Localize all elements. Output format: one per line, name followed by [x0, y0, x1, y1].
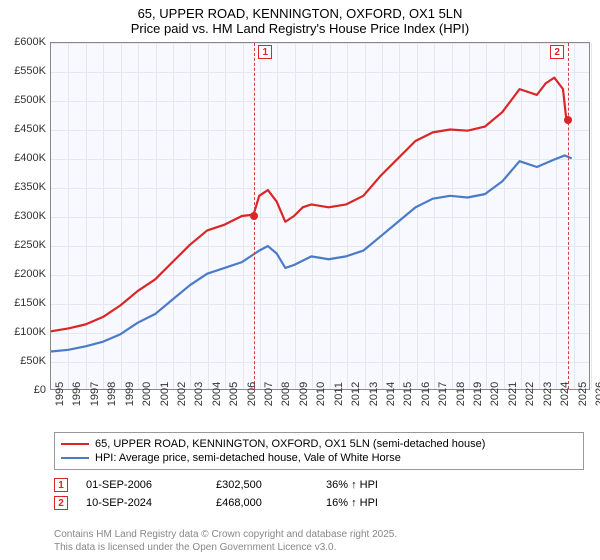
data-point-hpi: 16% ↑ HPI [326, 497, 426, 509]
x-tick-label: 2014 [385, 382, 397, 406]
y-tick-label: £150K [14, 297, 46, 309]
data-point-marker: 2 [54, 496, 68, 510]
y-tick-label: £600K [14, 36, 46, 48]
data-point-date: 01-SEP-2006 [86, 479, 216, 491]
attribution-line-2: This data is licensed under the Open Gov… [54, 541, 397, 554]
x-tick-label: 2023 [542, 382, 554, 406]
y-tick-label: £250K [14, 239, 46, 251]
guide-marker: 1 [258, 45, 272, 59]
series-line-hpi [51, 155, 572, 351]
data-point-marker: 1 [54, 478, 68, 492]
legend-row: 65, UPPER ROAD, KENNINGTON, OXFORD, OX1 … [61, 437, 577, 451]
guide-dot [250, 212, 258, 220]
legend-row: HPI: Average price, semi-detached house,… [61, 451, 577, 465]
x-tick-label: 1995 [54, 382, 66, 406]
x-tick-label: 2005 [228, 382, 240, 406]
x-tick-label: 2003 [193, 382, 205, 406]
y-tick-label: £0 [34, 384, 46, 396]
legend-box: 65, UPPER ROAD, KENNINGTON, OXFORD, OX1 … [54, 432, 584, 470]
x-tick-label: 2017 [437, 382, 449, 406]
y-tick-label: £300K [14, 210, 46, 222]
x-tick-label: 2001 [159, 382, 171, 406]
x-tick-label: 2024 [559, 382, 571, 406]
title-line-1: 65, UPPER ROAD, KENNINGTON, OXFORD, OX1 … [0, 6, 600, 21]
guide-line [568, 43, 569, 389]
data-point-row: 2 10-SEP-2024£468,00016% ↑ HPI [54, 494, 584, 512]
data-point-hpi: 36% ↑ HPI [326, 479, 426, 491]
series-line-price_paid [51, 78, 566, 332]
x-tick-label: 2026 [594, 382, 600, 406]
x-tick-label: 2025 [577, 382, 589, 406]
x-tick-label: 2007 [263, 382, 275, 406]
x-tick-label: 1998 [106, 382, 118, 406]
x-tick-label: 2021 [507, 382, 519, 406]
x-tick-label: 1999 [124, 382, 136, 406]
x-tick-label: 2022 [524, 382, 536, 406]
plot-area: 12 [50, 42, 590, 390]
x-tick-label: 1996 [71, 382, 83, 406]
x-tick-label: 2008 [280, 382, 292, 406]
y-tick-label: £550K [14, 65, 46, 77]
attribution-text: Contains HM Land Registry data © Crown c… [54, 528, 397, 554]
y-axis: £0£50K£100K£150K£200K£250K£300K£350K£400… [0, 42, 50, 390]
data-point-price: £302,500 [216, 479, 326, 491]
x-tick-label: 2002 [176, 382, 188, 406]
guide-dot [564, 116, 572, 124]
legend-swatch [61, 457, 89, 459]
x-tick-label: 2006 [246, 382, 258, 406]
legend-block: 65, UPPER ROAD, KENNINGTON, OXFORD, OX1 … [54, 432, 584, 512]
data-point-table: 1 01-SEP-2006£302,50036% ↑ HPI 2 10-SEP-202… [54, 476, 584, 512]
legend-swatch [61, 443, 89, 445]
chart-title: 65, UPPER ROAD, KENNINGTON, OXFORD, OX1 … [0, 0, 600, 38]
y-tick-label: £100K [14, 326, 46, 338]
x-tick-label: 2013 [368, 382, 380, 406]
x-tick-label: 1997 [89, 382, 101, 406]
x-tick-label: 2000 [141, 382, 153, 406]
y-tick-label: £400K [14, 152, 46, 164]
x-tick-label: 2010 [315, 382, 327, 406]
x-tick-label: 2012 [350, 382, 362, 406]
x-tick-label: 2018 [455, 382, 467, 406]
x-tick-label: 2016 [420, 382, 432, 406]
y-tick-label: £450K [14, 123, 46, 135]
y-tick-label: £200K [14, 268, 46, 280]
guide-marker: 2 [550, 45, 564, 59]
x-tick-label: 2019 [472, 382, 484, 406]
y-tick-label: £500K [14, 94, 46, 106]
legend-label: HPI: Average price, semi-detached house,… [95, 452, 401, 464]
x-tick-label: 2004 [211, 382, 223, 406]
x-tick-label: 2020 [489, 382, 501, 406]
x-tick-label: 2009 [298, 382, 310, 406]
x-tick-label: 2011 [333, 382, 345, 406]
title-line-2: Price paid vs. HM Land Registry's House … [0, 21, 600, 36]
y-tick-label: £50K [20, 355, 46, 367]
legend-label: 65, UPPER ROAD, KENNINGTON, OXFORD, OX1 … [95, 438, 485, 450]
data-point-row: 1 01-SEP-2006£302,50036% ↑ HPI [54, 476, 584, 494]
data-point-date: 10-SEP-2024 [86, 497, 216, 509]
line-series-svg [51, 43, 589, 389]
chart-container: 65, UPPER ROAD, KENNINGTON, OXFORD, OX1 … [0, 0, 600, 560]
data-point-price: £468,000 [216, 497, 326, 509]
gridline-vertical [591, 43, 592, 389]
x-tick-label: 2015 [402, 382, 414, 406]
y-tick-label: £350K [14, 181, 46, 193]
attribution-line-1: Contains HM Land Registry data © Crown c… [54, 528, 397, 541]
